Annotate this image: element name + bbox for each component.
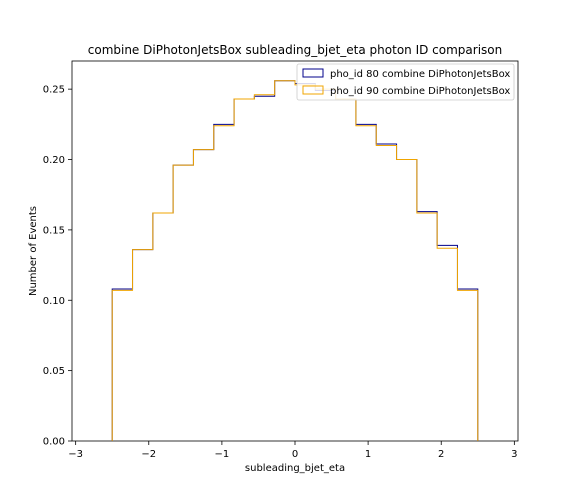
- legend-label-pho-id-80: pho_id 80 combine DiPhotonJetsBox: [330, 69, 510, 80]
- legend-swatch-pho-id-90: [302, 85, 324, 95]
- x-tick-label: −3: [68, 449, 83, 460]
- x-axis-ticks: −3 −2 −1 0 1 2 3: [68, 441, 518, 460]
- legend-swatch-pho-id-80: [302, 68, 324, 78]
- y-tick-label: 0.00: [43, 437, 65, 448]
- series-1-step-line: [111, 80, 479, 441]
- x-tick-label: 3: [511, 449, 517, 460]
- plot-area: −3 −2 −1 0 1 2 3 0.00 0.05 0.10 0.15 0.20 0.25: [43, 60, 519, 460]
- x-tick-label: 2: [438, 449, 444, 460]
- x-tick-label: 0: [292, 449, 298, 460]
- legend-label-pho-id-90: pho_id 90 combine DiPhotonJetsBox: [330, 86, 510, 97]
- x-tick-label: 1: [365, 449, 371, 460]
- axes-frame: [71, 60, 519, 442]
- y-tick-label: 0.15: [43, 225, 65, 236]
- x-tick-label: −2: [141, 449, 156, 460]
- chart-title: combine DiPhotonJetsBox subleading_bjet_…: [88, 43, 503, 57]
- x-axis-label: subleading_bjet_eta: [245, 463, 345, 474]
- y-tick-label: 0.05: [43, 366, 65, 377]
- legend-frame: [296, 63, 515, 101]
- series-layer: [111, 80, 479, 441]
- y-axis-ticks: 0.00 0.05 0.10 0.15 0.20 0.25: [43, 85, 72, 448]
- x-tick-label: −1: [215, 449, 230, 460]
- legend: pho_id 80 combine DiPhotonJetsBox pho_id…: [296, 63, 515, 101]
- series-0-step-line: [111, 80, 479, 441]
- y-tick-label: 0.25: [43, 85, 65, 96]
- y-tick-label: 0.10: [43, 296, 65, 307]
- y-tick-label: 0.20: [43, 155, 65, 166]
- y-axis-label: Number of Events: [28, 206, 39, 296]
